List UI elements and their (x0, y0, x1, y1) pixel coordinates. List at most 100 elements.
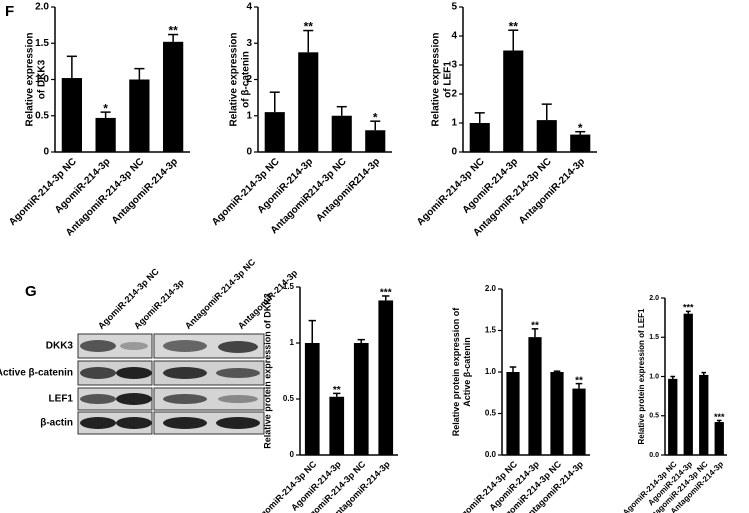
bar (572, 388, 586, 455)
bar (264, 112, 285, 152)
significance: ** (531, 320, 539, 331)
y-tick-label: 1.5 (283, 282, 295, 291)
band (218, 341, 258, 353)
band (116, 367, 152, 379)
y-axis-label: Relative protein expression of DKK3 (262, 293, 272, 449)
bar (550, 372, 564, 455)
bar (503, 50, 524, 152)
bar (570, 134, 591, 152)
y-tick-label: 0.0 (485, 450, 497, 459)
bar (365, 130, 386, 152)
y-tick-label: 4 (451, 31, 457, 42)
bar (331, 115, 352, 152)
y-tick-label: 1.5 (35, 38, 49, 49)
bar (95, 117, 116, 152)
y-tick-label: 1.0 (35, 74, 49, 85)
y-axis-label: of β-catenin (241, 51, 252, 108)
y-tick-label: 2 (246, 74, 252, 85)
bar (528, 337, 542, 455)
x-tick-label: AntagomiR-214-3p (110, 156, 180, 226)
y-axis-label: Relative protein expression of (451, 307, 461, 437)
y-tick-label: 0 (43, 147, 49, 158)
y-tick-label: 0.5 (35, 110, 49, 121)
band (163, 340, 207, 352)
bar (378, 300, 394, 455)
y-axis-label: Active β-catenin (462, 337, 472, 407)
y-axis-label: Relative protein expression of LEF1 (637, 308, 646, 445)
band (116, 393, 152, 405)
y-axis-label: Relative expression (431, 33, 442, 127)
y-tick-label: 0 (246, 147, 252, 158)
blot-strip (153, 387, 265, 411)
bar (506, 372, 520, 455)
y-tick-label: 1 (451, 118, 457, 129)
bar (298, 52, 319, 152)
y-tick-label: 1 (290, 338, 295, 347)
bar (61, 78, 82, 152)
band (218, 395, 258, 403)
significance: ** (333, 385, 341, 396)
y-tick-label: 1.0 (485, 367, 497, 376)
y-tick-label: 3 (451, 60, 457, 71)
significance: ** (509, 19, 519, 33)
y-tick-label: 1.5 (649, 334, 659, 341)
band (80, 417, 116, 429)
band (163, 417, 207, 429)
band (80, 367, 116, 379)
y-tick-label: 0 (290, 450, 295, 459)
band (163, 394, 207, 404)
bar (536, 120, 557, 152)
y-tick-label: 0.5 (485, 409, 497, 418)
western-blot (77, 333, 265, 435)
bar (699, 374, 709, 455)
bar (129, 79, 150, 152)
significance: * (578, 121, 583, 135)
bar (329, 396, 345, 455)
y-tick-label: 1.5 (485, 326, 497, 335)
bar (304, 343, 320, 455)
y-tick-label: 3 (246, 38, 252, 49)
y-tick-label: 2.0 (649, 295, 659, 302)
blot-row-label: LEF1 (49, 394, 74, 405)
x-tick-label: AntagomiR-214-3p (517, 156, 587, 226)
band (80, 340, 116, 352)
band (216, 368, 260, 378)
bar (668, 378, 678, 455)
y-tick-label: 1.0 (649, 373, 659, 380)
y-tick-label: 1 (246, 110, 252, 121)
band (120, 342, 148, 350)
panel-label: G (25, 283, 37, 300)
y-axis-label: Relative expression (229, 33, 240, 127)
blot-row-label: DKK3 (46, 341, 74, 352)
x-tick-label: AntagomiR214-3p (314, 156, 382, 224)
bar (714, 422, 724, 455)
significance: * (373, 110, 378, 124)
y-axis-label: of LEF1 (443, 61, 454, 98)
significance: ** (575, 375, 583, 386)
bar (469, 123, 490, 152)
y-tick-label: 0.5 (649, 413, 659, 420)
significance: ** (168, 24, 178, 38)
significance: ** (304, 20, 314, 34)
bar (353, 343, 369, 455)
y-tick-label: 0 (451, 147, 457, 158)
band (163, 367, 207, 379)
y-tick-label: 2.0 (485, 284, 497, 293)
band (80, 394, 116, 404)
y-tick-label: 4 (246, 2, 252, 13)
significance: *** (380, 288, 392, 299)
y-tick-label: 5 (451, 2, 457, 13)
band (116, 417, 152, 429)
y-tick-label: 0.0 (649, 452, 659, 459)
significance: *** (714, 412, 725, 422)
blot-lane-label: AgomiR-214-3p NC (96, 266, 161, 331)
blot-row-label: β-actin (40, 418, 73, 429)
y-tick-label: 0.5 (283, 394, 295, 403)
bar (163, 41, 184, 152)
y-tick-label: 2.0 (35, 2, 49, 13)
significance: * (103, 101, 108, 115)
y-tick-label: 2 (451, 89, 457, 100)
y-axis-label: of DKK3 (37, 59, 48, 99)
blot-row-label: Active β-catenin (0, 368, 73, 379)
